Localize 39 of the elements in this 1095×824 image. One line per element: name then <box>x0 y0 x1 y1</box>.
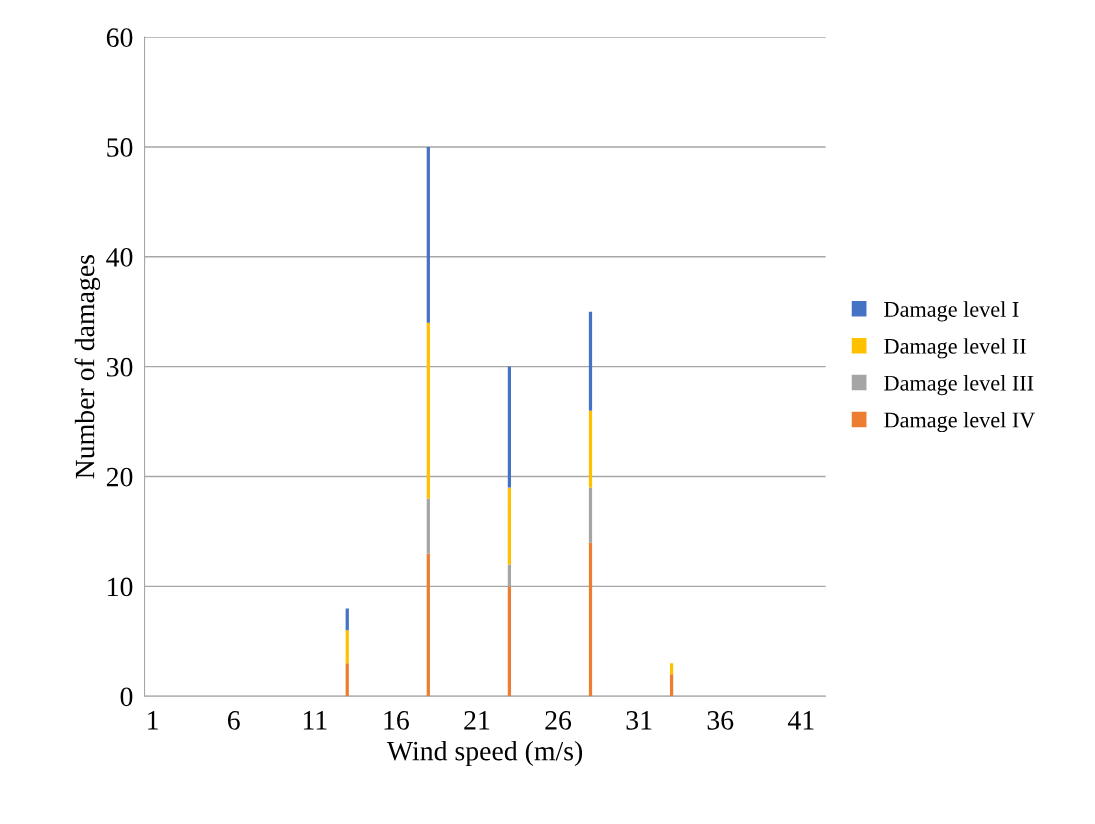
x-axis-title: Wind speed (m/s) <box>386 740 583 767</box>
bar <box>426 498 430 554</box>
bar <box>426 322 430 499</box>
bar <box>507 586 512 697</box>
bar <box>669 674 674 697</box>
bar <box>345 608 349 631</box>
bar <box>669 663 674 675</box>
y-tick-label: 10 <box>108 577 133 597</box>
bar <box>588 311 593 411</box>
bar <box>588 410 593 488</box>
legend-label: Damage level III <box>884 375 1034 396</box>
bar <box>426 146 430 323</box>
x-tick-label: 16 <box>384 711 409 730</box>
x-tick-label: 1 <box>148 711 158 730</box>
y-tick-label: 50 <box>107 138 133 157</box>
bar <box>426 553 430 697</box>
bar <box>588 487 593 543</box>
y-tick-label: 20 <box>106 467 133 487</box>
x-tick-label: 36 <box>707 711 734 730</box>
bar <box>507 366 512 488</box>
legend-label: Damage level I <box>884 301 1019 322</box>
y-tick-label: 30 <box>106 357 133 377</box>
x-tick-label: 31 <box>626 711 652 730</box>
y-tick-label: 40 <box>106 247 133 267</box>
x-tick-label: 41 <box>787 711 814 730</box>
bar <box>588 542 593 697</box>
x-tick-label: 21 <box>464 711 490 730</box>
bar <box>507 564 512 587</box>
y-tick-label: 0 <box>120 687 133 707</box>
bar <box>507 487 512 565</box>
bar <box>345 663 349 697</box>
legend-label: Damage level II <box>884 338 1026 359</box>
x-tick-label: 26 <box>545 711 572 730</box>
x-tick-label: 11 <box>303 711 327 730</box>
x-tick-label: 6 <box>227 711 240 730</box>
bar <box>345 630 349 664</box>
y-tick-label: 60 <box>106 28 133 47</box>
legend-label: Damage level IV <box>884 411 1036 433</box>
y-axis-title: Number of damages <box>74 255 101 479</box>
